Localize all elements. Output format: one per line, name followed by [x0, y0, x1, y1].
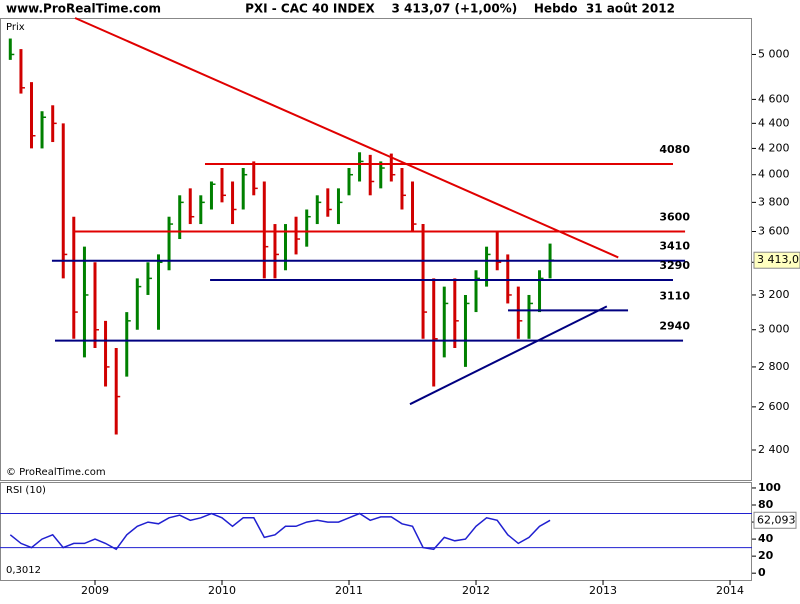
last-price-label: 3 413,07: [757, 253, 800, 266]
y-tick-label: 2 800: [758, 360, 790, 373]
y-tick-label: 2 400: [758, 443, 790, 456]
pane-label: Prix: [6, 22, 25, 33]
pane-label: RSI (10): [6, 485, 46, 496]
level-label: 3110: [659, 289, 690, 302]
corner-label: 0,3012: [6, 565, 41, 576]
chart-title: PXI - CAC 40 INDEX 3 413,07 (+1,00%) Heb…: [245, 2, 675, 16]
y-tick-label: 2 600: [758, 400, 790, 413]
rsi-line: [9, 512, 551, 551]
x-tick-label: 2013: [589, 584, 617, 597]
y-tick-label: 3 200: [758, 288, 790, 301]
y-tick-label: 0: [758, 566, 766, 579]
y-tick-label: 40: [758, 532, 774, 545]
site-name: www.ProRealTime.com: [6, 2, 161, 16]
y-tick-label: 4 000: [758, 168, 790, 181]
rsi-pane: [0, 482, 752, 581]
y-tick-label: 3 600: [758, 224, 790, 237]
trend-line: [74, 17, 619, 259]
copyright: © ProRealTime.com: [6, 467, 106, 478]
last-value-box: [753, 511, 797, 529]
trend-line: [409, 305, 608, 406]
x-tick-label: 2014: [716, 584, 744, 597]
level-label: 3290: [659, 259, 690, 272]
y-tick-label: 3 800: [758, 195, 790, 208]
level-label: 3600: [659, 210, 690, 223]
y-tick-label: 80: [758, 498, 774, 511]
level-label: 3410: [659, 240, 690, 253]
y-tick-label: 100: [758, 481, 781, 494]
x-tick-label: 2012: [462, 584, 490, 597]
last-price-box: [753, 251, 800, 269]
x-tick-label: 2009: [81, 584, 109, 597]
y-tick-label: 4 200: [758, 141, 790, 154]
x-tick-label: 2011: [335, 584, 363, 597]
level-label: 4080: [659, 143, 690, 156]
y-tick-label: 3 000: [758, 323, 790, 336]
y-tick-label: 4 600: [758, 92, 790, 105]
x-tick-label: 2010: [208, 584, 236, 597]
y-tick-label: 5 000: [758, 47, 790, 60]
last-value-label: 62,093: [757, 513, 796, 526]
y-tick-label: 20: [758, 549, 774, 562]
y-tick-label: 4 400: [758, 116, 790, 129]
price-pane: [0, 18, 752, 481]
level-label: 2940: [659, 320, 690, 333]
